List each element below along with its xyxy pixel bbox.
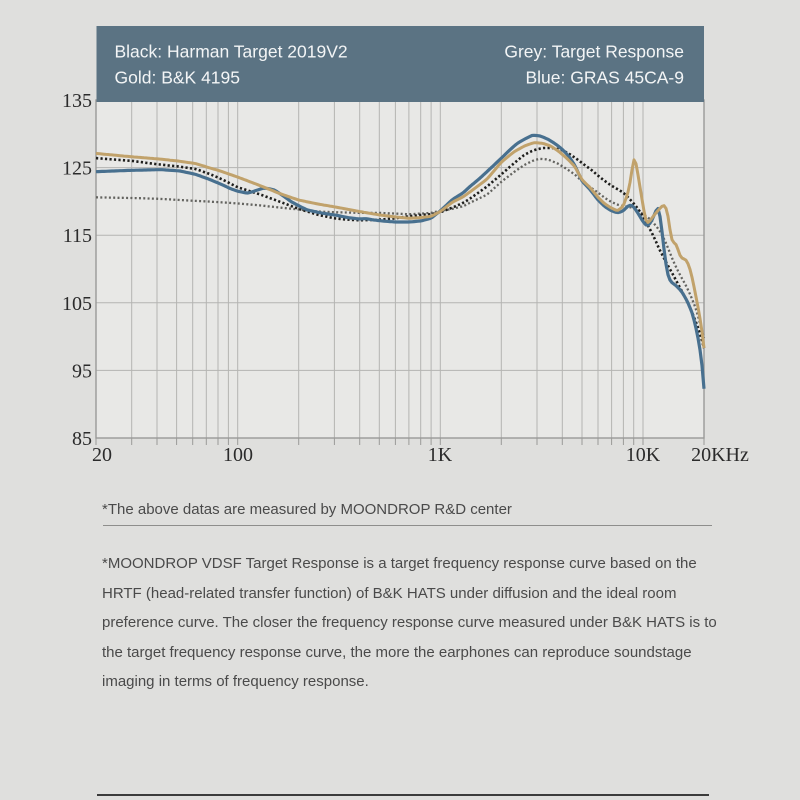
svg-text:Gold: B&K 4195: Gold: B&K 4195: [115, 68, 241, 88]
svg-text:105: 105: [62, 293, 92, 315]
svg-text:10K: 10K: [626, 444, 661, 466]
svg-text:95: 95: [72, 360, 92, 382]
svg-text:125: 125: [62, 158, 92, 180]
svg-text:100: 100: [223, 444, 253, 466]
svg-text:85: 85: [72, 428, 92, 450]
svg-text:1K: 1K: [428, 444, 453, 466]
svg-text:135: 135: [62, 90, 92, 112]
svg-text:Grey: Target Response: Grey: Target Response: [504, 42, 684, 62]
svg-text:Black: Harman Target 2019V2: Black: Harman Target 2019V2: [115, 42, 348, 62]
svg-text:20KHz: 20KHz: [691, 444, 749, 466]
svg-text:20: 20: [92, 444, 112, 466]
svg-text:Blue: GRAS 45CA-9: Blue: GRAS 45CA-9: [525, 68, 684, 88]
svg-text:115: 115: [63, 225, 92, 247]
